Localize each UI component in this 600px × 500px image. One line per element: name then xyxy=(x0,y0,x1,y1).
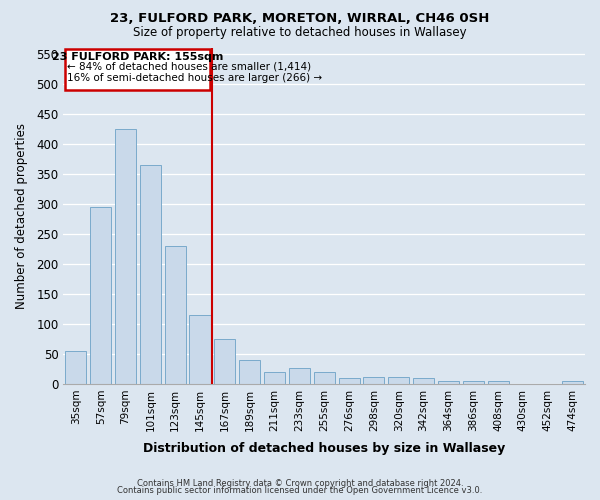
Bar xyxy=(388,376,409,384)
Text: Contains HM Land Registry data © Crown copyright and database right 2024.: Contains HM Land Registry data © Crown c… xyxy=(137,478,463,488)
Bar xyxy=(314,372,335,384)
Bar xyxy=(239,360,260,384)
Bar xyxy=(463,381,484,384)
Bar xyxy=(164,246,186,384)
Bar xyxy=(338,378,359,384)
Bar xyxy=(438,381,459,384)
Y-axis label: Number of detached properties: Number of detached properties xyxy=(15,122,28,308)
Bar xyxy=(264,372,285,384)
X-axis label: Distribution of detached houses by size in Wallasey: Distribution of detached houses by size … xyxy=(143,442,505,455)
Bar xyxy=(289,368,310,384)
Text: 23 FULFORD PARK: 155sqm: 23 FULFORD PARK: 155sqm xyxy=(52,52,223,62)
Text: Size of property relative to detached houses in Wallasey: Size of property relative to detached ho… xyxy=(133,26,467,39)
Bar xyxy=(90,206,111,384)
Bar xyxy=(190,315,211,384)
FancyBboxPatch shape xyxy=(65,48,211,90)
Bar xyxy=(413,378,434,384)
Bar xyxy=(562,381,583,384)
Text: 23, FULFORD PARK, MORETON, WIRRAL, CH46 0SH: 23, FULFORD PARK, MORETON, WIRRAL, CH46 … xyxy=(110,12,490,26)
Bar xyxy=(214,339,235,384)
Bar xyxy=(65,351,86,384)
Bar xyxy=(115,128,136,384)
Text: Contains public sector information licensed under the Open Government Licence v3: Contains public sector information licen… xyxy=(118,486,482,495)
Text: ← 84% of detached houses are smaller (1,414): ← 84% of detached houses are smaller (1,… xyxy=(67,62,311,72)
Bar xyxy=(364,376,385,384)
Bar xyxy=(140,164,161,384)
Text: 16% of semi-detached houses are larger (266) →: 16% of semi-detached houses are larger (… xyxy=(67,72,322,83)
Bar xyxy=(488,381,509,384)
